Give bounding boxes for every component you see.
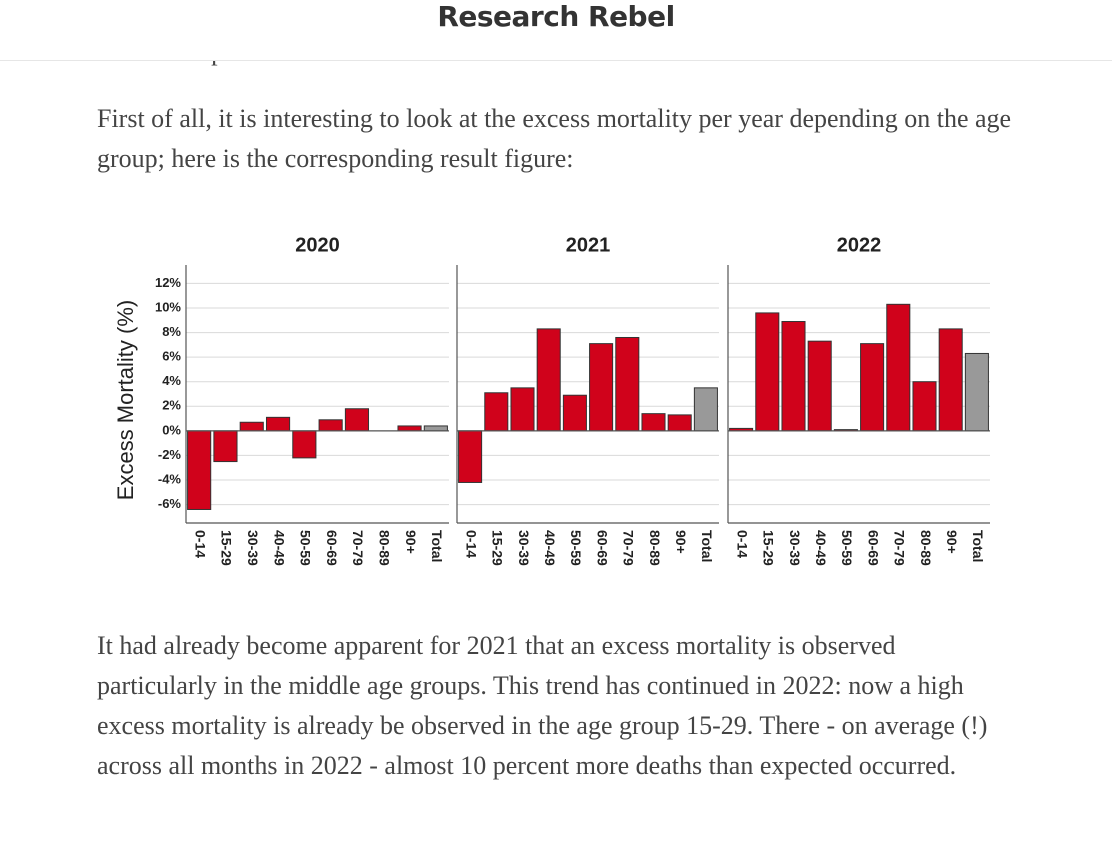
x-tick-label: 0-14 bbox=[734, 530, 750, 558]
x-tick-label: 40-49 bbox=[271, 530, 287, 566]
paragraph: It had already become apparent for 2021 … bbox=[97, 631, 988, 780]
panel-title: 2022 bbox=[837, 234, 882, 256]
x-tick-label: 90+ bbox=[673, 530, 689, 554]
x-tick-label: 60-69 bbox=[324, 530, 340, 566]
bar bbox=[265, 416, 291, 432]
x-tick-label: 60-69 bbox=[594, 530, 610, 566]
x-tick-label: 70-79 bbox=[892, 530, 908, 566]
bar bbox=[589, 343, 614, 432]
bar bbox=[423, 425, 448, 432]
bar bbox=[536, 328, 561, 432]
bar bbox=[807, 340, 832, 432]
bar bbox=[397, 425, 422, 432]
x-tick-label: Total bbox=[970, 530, 986, 562]
bar bbox=[615, 336, 640, 432]
bar bbox=[318, 419, 343, 432]
y-tick-label: 2% bbox=[162, 398, 181, 413]
y-tick-label: 0% bbox=[162, 422, 181, 437]
x-tick-label: 15-29 bbox=[490, 530, 506, 566]
bar bbox=[213, 430, 238, 463]
x-tick-label: Total bbox=[429, 530, 445, 562]
bar bbox=[860, 343, 885, 432]
y-tick-label: -4% bbox=[158, 471, 182, 486]
y-axis-label: Excess Mortality (%) bbox=[113, 300, 138, 500]
x-tick-label: 30-39 bbox=[787, 530, 803, 566]
chart: Excess Mortality (%) 2020 -6% -4% -2% 0% 2% 4%… bbox=[113, 234, 990, 566]
x-tick-label: 15-29 bbox=[761, 530, 777, 566]
bar bbox=[239, 421, 264, 432]
x-tick-label: 50-59 bbox=[298, 530, 314, 566]
x-tick-label: 40-49 bbox=[542, 530, 558, 566]
x-tick-label: 50-59 bbox=[839, 530, 855, 566]
bar bbox=[781, 321, 806, 432]
x-tick-label: 50-59 bbox=[568, 530, 584, 566]
y-tick-label: -6% bbox=[158, 496, 182, 511]
y-tick-label: 6% bbox=[162, 349, 181, 364]
x-tick-label: 0-14 bbox=[463, 530, 479, 558]
x-tick-label: 80-89 bbox=[377, 530, 393, 566]
site-header: Research Rebel bbox=[0, 0, 1112, 61]
x-tick-label: 70-79 bbox=[621, 530, 637, 566]
x-tick-label: 90+ bbox=[403, 530, 419, 554]
x-tick-label: 90+ bbox=[944, 530, 960, 554]
x-tick-label: 40-49 bbox=[813, 530, 829, 566]
x-tick-label: Total bbox=[699, 530, 715, 562]
bar bbox=[912, 381, 937, 432]
bar bbox=[344, 408, 370, 432]
bar bbox=[755, 312, 780, 432]
bar bbox=[292, 430, 317, 459]
site-title[interactable]: Research Rebel bbox=[437, 0, 675, 33]
y-tick-label: -2% bbox=[158, 447, 182, 462]
y-tick-label: 4% bbox=[162, 373, 181, 388]
bar bbox=[667, 414, 692, 432]
x-tick-label: 0-14 bbox=[192, 530, 208, 558]
y-tick-label: 12% bbox=[155, 275, 181, 290]
y-tick-label: 8% bbox=[162, 324, 181, 339]
x-tick-label: 15-29 bbox=[219, 530, 235, 566]
x-tick-label: 70-79 bbox=[350, 530, 366, 566]
paragraph: First of all, it is interesting to look … bbox=[97, 104, 1012, 173]
panel-title: 2021 bbox=[566, 234, 611, 256]
bar bbox=[693, 387, 718, 432]
y-tick-label: 10% bbox=[155, 299, 181, 314]
bar bbox=[938, 328, 963, 432]
bar bbox=[187, 430, 212, 510]
bar bbox=[641, 413, 666, 432]
bar bbox=[458, 430, 483, 483]
x-tick-label: 30-39 bbox=[516, 530, 532, 566]
bar bbox=[510, 387, 535, 432]
bar bbox=[562, 394, 587, 432]
x-tick-label: 30-39 bbox=[245, 530, 261, 566]
x-tick-label: 60-69 bbox=[865, 530, 881, 566]
bar bbox=[964, 352, 989, 432]
x-tick-label: 80-89 bbox=[918, 530, 934, 566]
bar bbox=[484, 392, 509, 432]
x-tick-label: 80-89 bbox=[647, 530, 663, 566]
bar bbox=[886, 303, 911, 432]
panel-title: 2020 bbox=[295, 234, 340, 256]
